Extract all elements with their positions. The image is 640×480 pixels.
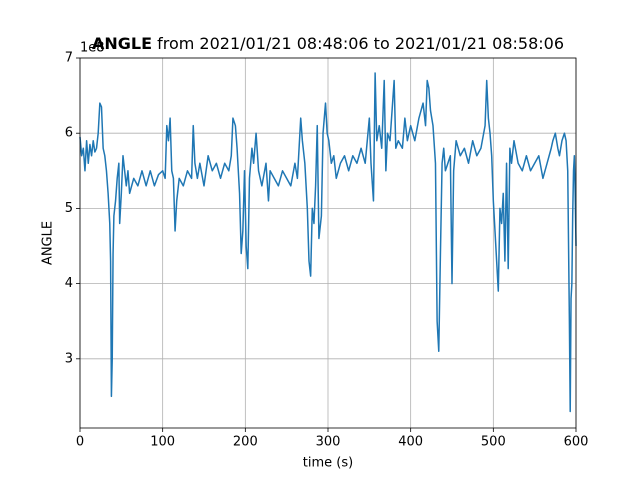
y-tick-label: 6 [65, 126, 73, 141]
y-tick-label: 7 [65, 51, 73, 66]
title-text: from 2021/01/21 08:48:06 to 2021/01/21 0… [157, 34, 564, 53]
offset-label: 1e8 [80, 41, 105, 56]
x-tick-label: 400 [398, 435, 423, 450]
data-line [79, 72, 577, 413]
title-bold: ANGLE [92, 34, 152, 53]
plot-frame [79, 57, 577, 429]
x-tick-label: 600 [564, 435, 589, 450]
x-tick-label: 500 [481, 435, 506, 450]
chart-title: ANGLE from 2021/01/21 08:48:06 to 2021/0… [92, 34, 564, 53]
x-tick-label: 0 [76, 435, 84, 450]
x-tick-label: 200 [233, 435, 258, 450]
x-axis-label: time (s) [303, 456, 353, 471]
x-tick-label: 300 [316, 435, 341, 450]
y-tick-label: 3 [65, 351, 73, 366]
y-tick-label: 5 [65, 201, 73, 216]
y-axis-label: ANGLE [41, 221, 56, 265]
x-tick-label: 100 [150, 435, 175, 450]
y-tick-label: 4 [65, 276, 73, 291]
